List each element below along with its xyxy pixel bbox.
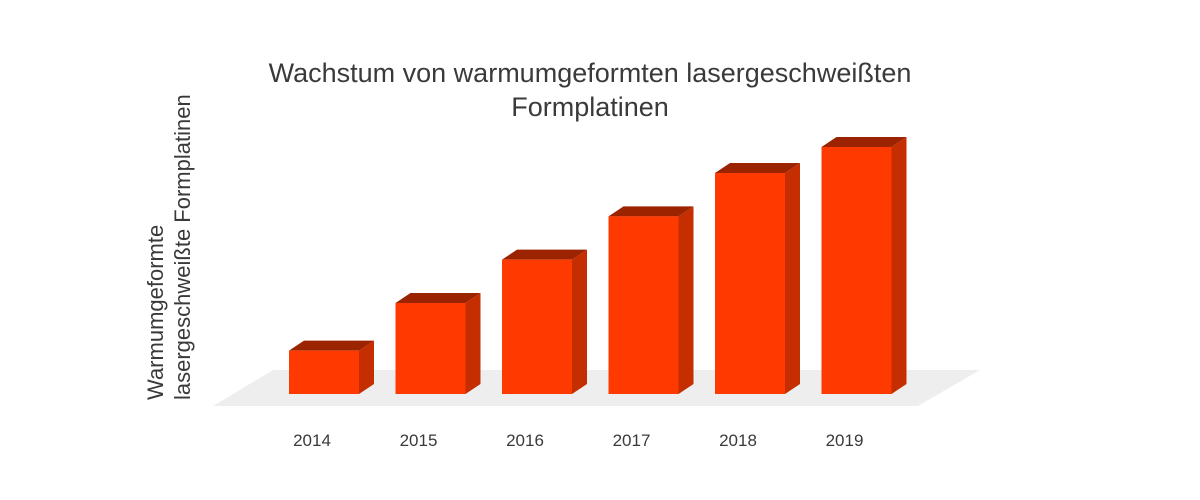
x-tick-label-2019: 2019 — [826, 431, 864, 450]
x-tick-label-2014: 2014 — [293, 431, 331, 450]
bar-side — [465, 293, 481, 394]
x-tick-label-2016: 2016 — [506, 431, 544, 450]
bar-side — [785, 163, 800, 394]
bar-top — [289, 340, 374, 351]
x-tick-label-2017: 2017 — [613, 431, 651, 450]
bar-top — [715, 163, 800, 173]
bar-front — [608, 216, 679, 394]
x-tick-label-2015: 2015 — [400, 431, 438, 450]
x-axis-ticks: 2014 2015 2016 2017 2018 2019 — [293, 431, 863, 450]
bar-front — [715, 173, 785, 394]
bar-front — [395, 303, 466, 394]
bar-top — [502, 249, 587, 260]
bar-2018 — [715, 163, 800, 394]
bar-2014 — [289, 340, 374, 394]
bar-side — [891, 137, 907, 394]
bar-side — [678, 206, 694, 394]
bar-top — [395, 293, 481, 303]
bar-front — [502, 259, 572, 394]
bar-2017 — [608, 206, 694, 394]
bar-top — [821, 137, 907, 147]
bar-side — [572, 249, 587, 394]
y-axis-label: Warmumgeformte lasergeschweißte Formplat… — [143, 94, 195, 400]
bar-front — [289, 350, 359, 394]
y-axis-label-line-2: lasergeschweißte Formplatinen — [170, 94, 195, 400]
chart-title-line-1: Wachstum von warmumgeformten lasergeschw… — [269, 58, 912, 88]
y-axis-label-line-1: Warmumgeformte — [143, 225, 168, 400]
bar-2019 — [821, 137, 907, 394]
bar-2016 — [502, 249, 587, 394]
bar-top — [608, 206, 694, 217]
chart-title-line-2: Formplatinen — [511, 92, 669, 122]
bars-group — [289, 137, 907, 394]
bar-2015 — [395, 293, 481, 394]
x-tick-label-2018: 2018 — [719, 431, 757, 450]
bar-front — [821, 147, 892, 394]
bar-side — [359, 340, 374, 394]
